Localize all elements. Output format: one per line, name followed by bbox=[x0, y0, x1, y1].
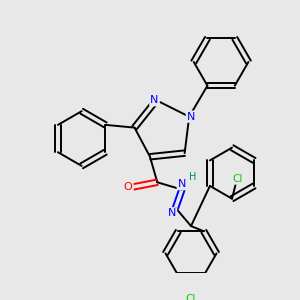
Text: N: N bbox=[168, 208, 176, 218]
Text: Cl: Cl bbox=[232, 174, 243, 184]
Text: N: N bbox=[187, 112, 195, 122]
Text: N: N bbox=[178, 179, 186, 189]
Text: O: O bbox=[124, 182, 133, 192]
Text: Cl: Cl bbox=[186, 294, 196, 300]
Text: H: H bbox=[189, 172, 197, 182]
Text: N: N bbox=[150, 95, 159, 105]
